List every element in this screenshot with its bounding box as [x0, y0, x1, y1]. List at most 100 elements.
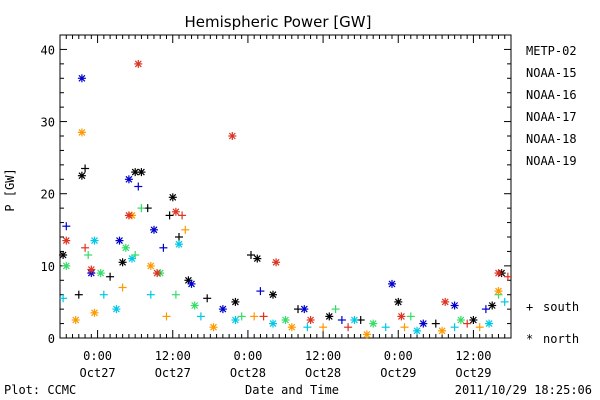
data-point-noaa-18-north — [362, 330, 371, 339]
data-point-metp-02-north — [253, 254, 262, 263]
data-point-noaa-16-north — [413, 326, 421, 335]
x-tick-time-label: 0:00 — [384, 349, 413, 363]
data-point-noaa-19-north — [134, 59, 143, 68]
chart-title: Hemispheric Power [GW] — [185, 13, 372, 31]
data-point-noaa-19-north — [272, 258, 281, 267]
data-point-noaa-18-north — [438, 326, 447, 335]
data-point-noaa-15-north — [450, 301, 459, 310]
data-points — [59, 59, 512, 339]
data-point-metp-02-south — [431, 319, 440, 328]
x-tick-date-label: Oct27 — [80, 366, 116, 380]
x-tick-date-label: Oct29 — [380, 366, 416, 380]
data-point-noaa-18-south — [475, 323, 484, 332]
legend-item-noaa-18: NOAA-18 — [526, 132, 577, 146]
data-point-noaa-16-north — [90, 236, 99, 245]
data-point-noaa-16-south — [146, 290, 155, 299]
data-point-noaa-19-south — [81, 243, 90, 252]
data-point-noaa-19-north — [153, 269, 162, 278]
data-point-metp-02-north — [231, 297, 240, 306]
x-tick-time-label: 12:00 — [455, 349, 491, 363]
x-axis-ticks: 0:00 Oct27 12:00 Oct27 0:00 Oct28 12:00 Oct28 0:… — [59, 35, 512, 380]
data-point-noaa-18-north — [90, 308, 99, 317]
plot-credit: Plot: CCMC — [4, 383, 76, 397]
data-point-noaa-17-south — [137, 204, 146, 213]
data-point-noaa-18-north — [287, 323, 296, 332]
x-tick-time-label: 12:00 — [305, 349, 341, 363]
data-point-noaa-19-south — [463, 319, 472, 328]
x-tick-date-label: Oct28 — [230, 366, 266, 380]
data-point-noaa-15-north — [218, 305, 227, 314]
data-point-noaa-15-north — [115, 236, 124, 245]
x-axis-label: Date and Time — [245, 383, 339, 397]
y-tick-label: 0 — [48, 332, 55, 346]
data-point-noaa-15-south — [481, 305, 490, 314]
marker-legend: + south * north — [526, 300, 579, 346]
y-tick-label: 20 — [41, 188, 55, 202]
data-point-noaa-18-north — [71, 316, 80, 324]
data-point-metp-02-south — [74, 290, 83, 299]
data-point-noaa-15-north — [124, 175, 133, 184]
data-point-metp-02-south — [165, 211, 174, 220]
data-point-metp-02-north — [137, 168, 146, 177]
data-point-noaa-16-north — [269, 319, 277, 328]
data-point-noaa-16-south — [196, 312, 205, 321]
data-point-noaa-18-north — [209, 323, 218, 332]
data-point-noaa-15-north — [388, 279, 396, 288]
legend-item-noaa-16: NOAA-16 — [526, 88, 577, 102]
marker-legend-south-symbol: + — [526, 300, 533, 314]
y-tick-label: 40 — [41, 43, 55, 57]
data-point-noaa-19-north — [171, 207, 180, 216]
data-point-noaa-15-south — [134, 182, 143, 191]
data-point-noaa-17-south — [171, 290, 180, 299]
x-tick-date-label: Oct28 — [305, 366, 341, 380]
data-point-noaa-16-south — [450, 323, 459, 332]
data-point-metp-02-north — [168, 193, 177, 202]
data-point-noaa-18-south — [400, 323, 409, 332]
data-point-noaa-16-north — [350, 316, 359, 324]
data-point-noaa-16-south — [99, 290, 108, 299]
plot-timestamp: 2011/10/29 18:25:06 — [455, 383, 592, 397]
data-point-noaa-19-north — [306, 316, 315, 324]
data-point-metp-02-north — [59, 251, 68, 259]
marker-legend-north-label: north — [543, 332, 579, 346]
data-point-noaa-17-north — [96, 269, 105, 278]
data-point-noaa-19-south — [259, 312, 268, 321]
plot-frame — [59, 34, 512, 339]
data-point-noaa-15-south — [62, 222, 71, 231]
data-point-noaa-19-north — [494, 269, 503, 278]
legend-item-noaa-15: NOAA-15 — [526, 66, 577, 80]
data-point-metp-02-north — [269, 290, 277, 299]
data-point-noaa-16-south — [303, 323, 312, 332]
marker-legend-north-symbol: * — [526, 332, 533, 346]
data-point-noaa-17-north — [121, 243, 130, 252]
data-point-noaa-18-south — [181, 225, 190, 234]
data-point-noaa-16-north — [485, 319, 494, 328]
y-tick-label: 10 — [41, 260, 55, 274]
y-tick-label: 30 — [41, 116, 55, 130]
legend-item-metp-02: METP-02 — [526, 44, 577, 58]
data-point-metp-02-south — [81, 164, 90, 173]
data-point-metp-02-south — [247, 251, 255, 259]
data-point-metp-02-north — [325, 312, 334, 321]
data-point-noaa-19-north — [397, 312, 406, 321]
data-point-noaa-19-south — [344, 323, 353, 332]
data-point-metp-02-south — [203, 294, 212, 303]
legend-item-noaa-17: NOAA-17 — [526, 110, 577, 124]
data-point-noaa-18-north — [494, 287, 503, 296]
data-point-noaa-16-north — [112, 305, 121, 314]
marker-legend-south-label: south — [543, 300, 579, 314]
data-point-noaa-17-north — [190, 301, 199, 310]
data-point-noaa-15-north — [150, 225, 158, 234]
x-tick-date-label: Oct27 — [155, 366, 191, 380]
data-point-noaa-17-south — [131, 251, 140, 259]
data-point-noaa-18-south — [319, 323, 328, 332]
x-tick-time-label: 0:00 — [233, 349, 262, 363]
data-point-metp-02-north — [469, 316, 478, 324]
y-axis-label: P [GW] — [3, 168, 17, 211]
data-point-noaa-16-south — [59, 294, 68, 303]
data-point-metp-02-north — [118, 258, 127, 267]
data-point-noaa-18-south — [118, 283, 127, 292]
data-point-noaa-16-south — [381, 323, 390, 332]
data-point-noaa-18-south — [162, 312, 171, 321]
